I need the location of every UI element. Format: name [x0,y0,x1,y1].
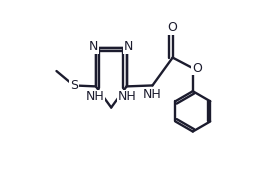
Text: NH: NH [143,88,162,101]
Text: S: S [70,79,78,92]
Text: N: N [89,40,98,53]
Text: NH: NH [85,90,104,103]
Text: N: N [124,40,134,53]
Text: O: O [192,62,202,75]
Text: NH: NH [118,90,137,103]
Text: O: O [168,21,178,34]
